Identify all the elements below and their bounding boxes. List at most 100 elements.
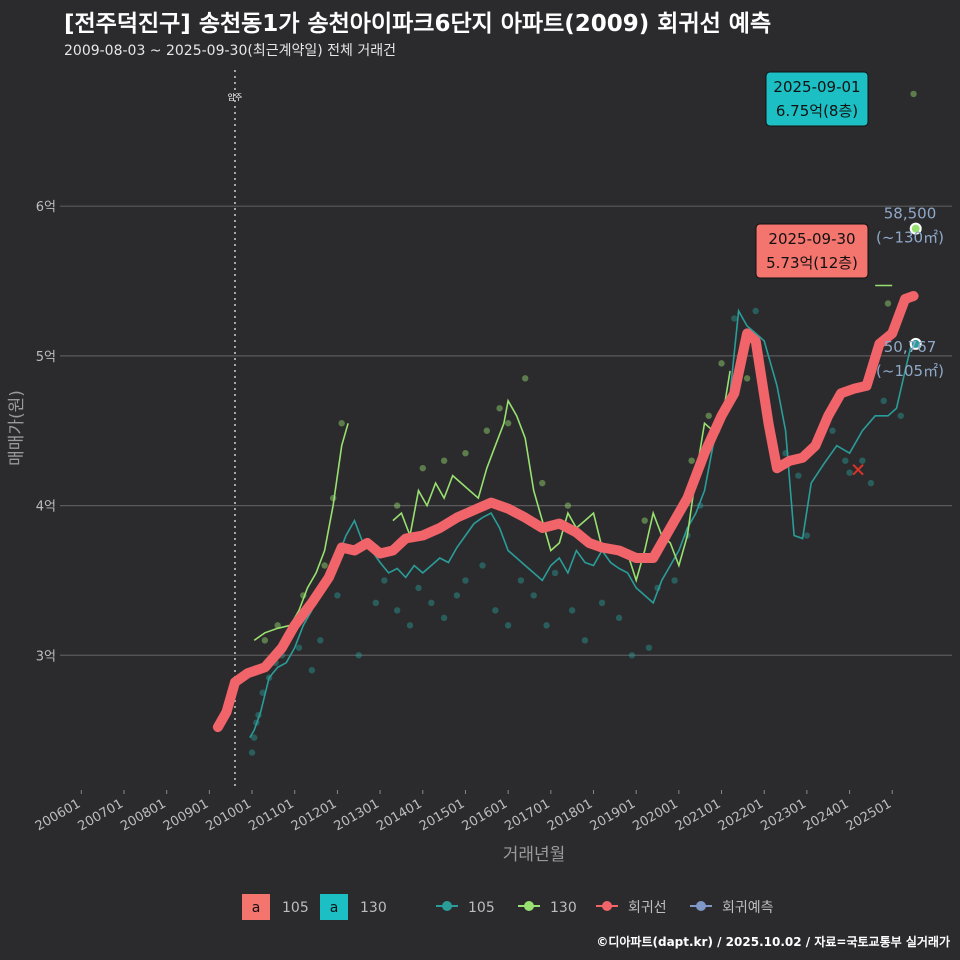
point-105 xyxy=(492,607,499,614)
x-tick-label: 200801 xyxy=(118,796,168,834)
side-label-unit: (~105㎡) xyxy=(876,362,944,380)
point-105 xyxy=(671,577,678,584)
annotation-box xyxy=(755,223,869,279)
point-105 xyxy=(250,734,258,741)
point-105 xyxy=(568,607,576,614)
point-130 xyxy=(539,479,546,487)
point-105 xyxy=(295,644,303,651)
x-tick-label: 201401 xyxy=(374,796,424,834)
point-130 xyxy=(688,457,695,464)
point-105 xyxy=(615,614,623,622)
chart-subtitle: 2009-08-03 ~ 2025-09-30(최근계약일) 전체 거래건 xyxy=(64,43,396,59)
x-tick-label: 202301 xyxy=(758,796,808,834)
point-105 xyxy=(543,622,550,629)
point-130 xyxy=(884,300,892,307)
point-130 xyxy=(705,412,712,419)
x-tick-label: 202001 xyxy=(630,796,680,834)
x-tick-label: 202101 xyxy=(673,796,723,834)
point-105 xyxy=(453,592,461,599)
side-label-value: 58,500 xyxy=(884,205,937,223)
x-tick-label: 201101 xyxy=(246,796,296,834)
legend-line-label: 130 xyxy=(550,900,577,916)
x-tick-label: 201801 xyxy=(545,796,595,834)
legend-fill-label: 130 xyxy=(360,900,387,916)
series-130-line xyxy=(392,370,731,584)
y-tick-label: 3억 xyxy=(36,649,56,664)
trend-line xyxy=(212,291,919,733)
x-tick-label: 201001 xyxy=(204,796,254,834)
point-105 xyxy=(317,637,324,644)
point-105 xyxy=(731,315,738,322)
x-tick-label: 202201 xyxy=(716,796,766,834)
point-105 xyxy=(551,569,559,577)
point-105 xyxy=(440,614,448,622)
point-105 xyxy=(842,457,849,464)
legend-line-label: 회귀선 xyxy=(628,900,667,916)
latest-marker xyxy=(909,222,922,235)
legend-fill-key-letter: a xyxy=(330,900,339,916)
point-105 xyxy=(752,307,759,315)
point-130 xyxy=(321,562,328,569)
point-130 xyxy=(274,622,281,629)
point-105 xyxy=(598,599,606,607)
point-105 xyxy=(581,637,589,644)
point-105 xyxy=(334,592,341,599)
x-tick-label: 201301 xyxy=(332,796,382,834)
latest-marker xyxy=(909,337,922,350)
point-130 xyxy=(483,427,490,434)
x-tick-label: 202501 xyxy=(844,796,894,834)
point-130 xyxy=(393,502,401,509)
legend-line-dot xyxy=(442,901,452,911)
move-in-label: 입주 xyxy=(228,93,243,102)
annotation-price: 6.75억(8층) xyxy=(776,102,858,120)
point-130 xyxy=(419,464,426,472)
point-105 xyxy=(645,644,653,651)
x-tick-label: 202401 xyxy=(801,796,851,834)
point-105 xyxy=(372,599,380,607)
x-tick-label: 200901 xyxy=(161,796,211,834)
x-tick-label: 201501 xyxy=(417,796,467,834)
annotation-date: 2025-09-01 xyxy=(773,78,860,96)
point-105 xyxy=(462,577,469,584)
point-105 xyxy=(406,622,414,629)
x-tick-label: 201201 xyxy=(289,796,339,834)
series-105-line xyxy=(249,308,913,738)
y-tick-label: 6억 xyxy=(36,200,56,215)
point-105 xyxy=(393,607,401,614)
point-130 xyxy=(261,637,269,644)
x-tick-label: 201601 xyxy=(460,796,510,834)
point-105 xyxy=(880,397,887,405)
point-105 xyxy=(628,652,636,659)
x-tick-label: 201701 xyxy=(502,796,552,834)
point-105 xyxy=(381,577,388,584)
point-105 xyxy=(517,577,525,584)
point-105 xyxy=(846,469,853,476)
point-130 xyxy=(504,420,512,427)
point-130 xyxy=(910,90,917,98)
side-label-value: 50,767 xyxy=(884,338,937,356)
point-105 xyxy=(308,667,316,674)
legend-line-label: 105 xyxy=(468,900,495,916)
point-105 xyxy=(795,472,802,479)
chart-title: [전주덕진구] 송천동1가 송천아이파크6단지 아파트(2009) 회귀선 예측 xyxy=(64,11,772,37)
legend-fill-key xyxy=(242,894,270,920)
point-130 xyxy=(743,375,751,382)
x-axis-title: 거래년월 xyxy=(503,845,566,865)
point-105 xyxy=(829,427,836,434)
point-130 xyxy=(462,449,469,457)
legend-line-label: 회귀예측 xyxy=(722,900,774,916)
legend-line-dot xyxy=(602,901,612,911)
point-105 xyxy=(859,457,866,464)
point-105 xyxy=(479,562,486,569)
x-tick-label: 200601 xyxy=(33,796,83,834)
legend-fill-key xyxy=(320,894,348,920)
point-130 xyxy=(641,517,648,524)
outlier-mark xyxy=(852,463,864,476)
point-130 xyxy=(440,457,448,464)
y-axis-title: 매매가(원) xyxy=(7,390,27,466)
legend-line-dot xyxy=(524,901,534,911)
point-105 xyxy=(504,622,512,629)
point-130 xyxy=(338,420,345,427)
